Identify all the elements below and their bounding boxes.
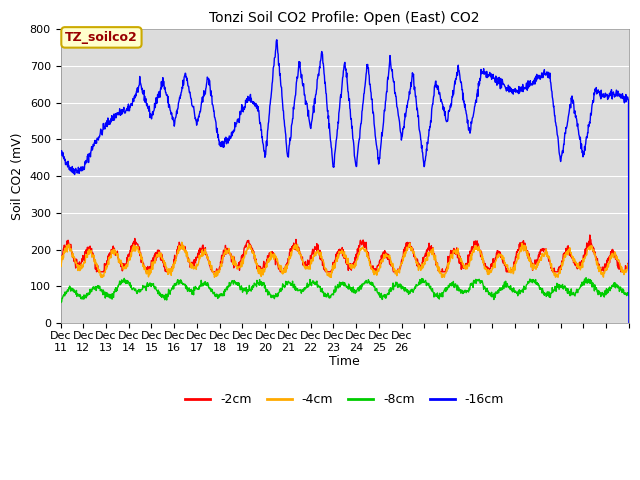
Title: Tonzi Soil CO2 Profile: Open (East) CO2: Tonzi Soil CO2 Profile: Open (East) CO2 bbox=[209, 11, 480, 25]
Legend: -2cm, -4cm, -8cm, -16cm: -2cm, -4cm, -8cm, -16cm bbox=[180, 388, 509, 411]
Y-axis label: Soil CO2 (mV): Soil CO2 (mV) bbox=[11, 132, 24, 220]
X-axis label: Time: Time bbox=[330, 355, 360, 368]
Text: TZ_soilco2: TZ_soilco2 bbox=[65, 31, 138, 44]
